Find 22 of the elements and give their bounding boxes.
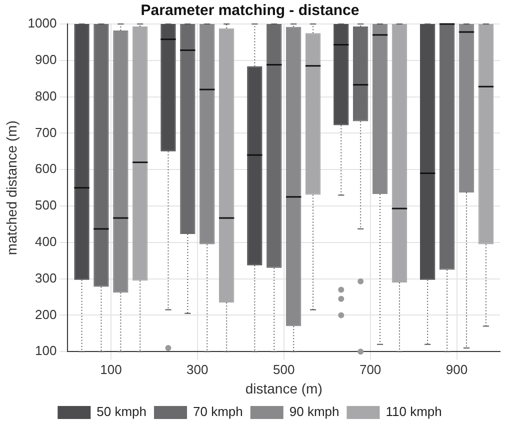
y-tick-label: 300 bbox=[35, 270, 57, 286]
y-tick-label: 200 bbox=[35, 306, 57, 322]
y-axis-title: matched distance (m) bbox=[3, 120, 20, 256]
y-tick-label: 100 bbox=[35, 343, 57, 358]
x-tick-label: 700 bbox=[359, 362, 382, 377]
legend-label: 70 kmph bbox=[193, 404, 243, 420]
y-tick-label: 600 bbox=[35, 161, 57, 176]
y-tick-label: 1000 bbox=[28, 16, 57, 31]
y-tick-label: 500 bbox=[35, 198, 57, 213]
legend-label: 90 kmph bbox=[289, 404, 340, 420]
x-tick-label: 300 bbox=[186, 362, 208, 377]
legend-label: 110 kmph bbox=[386, 404, 442, 420]
x-tick-label: 100 bbox=[100, 362, 122, 377]
legend-label: 50 kmph bbox=[96, 404, 147, 420]
chart-title: Parameter matching - distance bbox=[140, 2, 360, 20]
y-tick-label: 800 bbox=[35, 88, 57, 104]
x-tick-label: 900 bbox=[446, 362, 468, 377]
x-axis-title: distance (m) bbox=[245, 380, 322, 396]
x-tick-label: 500 bbox=[273, 362, 295, 377]
y-tick-label: 400 bbox=[35, 234, 57, 249]
y-tick-label: 700 bbox=[35, 124, 57, 140]
y-tick-label: 900 bbox=[35, 52, 57, 67]
